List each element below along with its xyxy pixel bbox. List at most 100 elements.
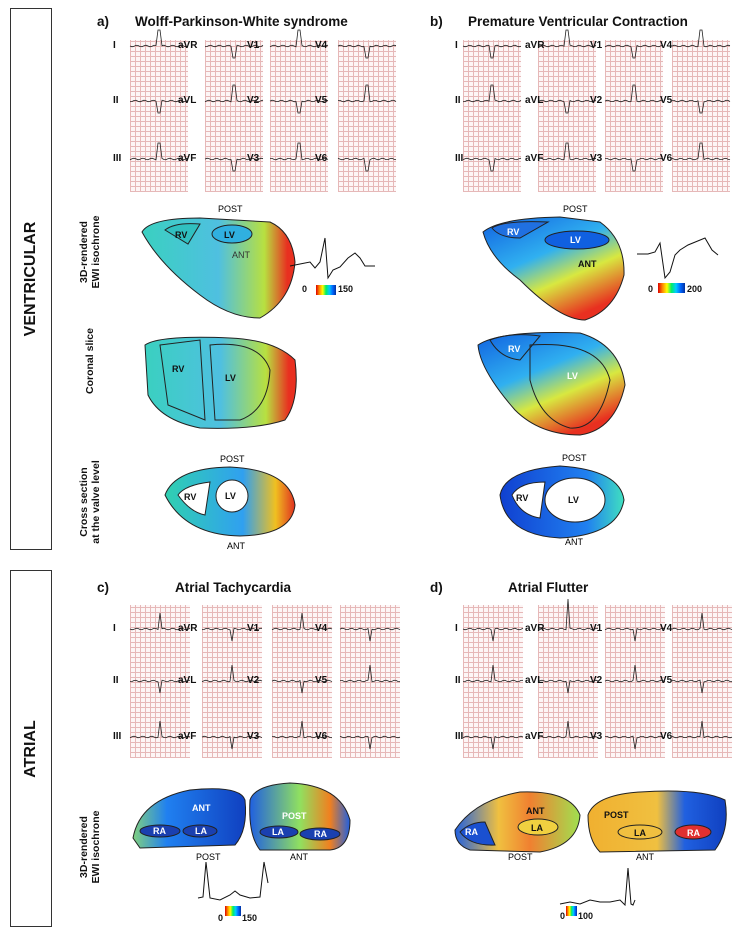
ecg-trace-V3 [605, 735, 666, 750]
lv-label: LV [570, 235, 581, 245]
ecg-trace-aVL [201, 664, 263, 683]
panel-a-reference-waveform [289, 237, 375, 280]
ecg-trace-V5 [672, 99, 731, 114]
panel-b-coronal-slice: RV LV [477, 332, 626, 436]
panel-c-ecg-traces-1 [129, 612, 191, 739]
ecg-trace-I [462, 627, 524, 642]
lead-label-aVR: aVR [178, 623, 198, 634]
lead-label-aVL: aVL [525, 95, 544, 106]
lead-label-aVR: aVR [525, 623, 545, 634]
colorbar-a [316, 285, 336, 295]
ant-label: ANT [227, 541, 246, 551]
ecg-trace-aVR [201, 627, 263, 642]
ecg-trace-V6 [339, 735, 401, 750]
lead-label-V3: V3 [247, 731, 260, 742]
ra-label: RA [314, 829, 327, 839]
atrial-section-box: ATRIAL [10, 570, 52, 927]
lead-label-V5: V5 [315, 95, 328, 106]
lead-label-V4: V4 [660, 40, 673, 51]
lead-label-V3: V3 [247, 153, 260, 164]
lead-label-III: III [113, 153, 122, 164]
lead-label-V1: V1 [590, 40, 603, 51]
lead-label-aVF: aVF [178, 731, 197, 742]
ecg-trace-aVR [204, 44, 264, 59]
lead-label-V3: V3 [590, 731, 603, 742]
panel-b-3d-isochrone: RV LV ANT [482, 216, 625, 321]
ecg-trace-II [462, 84, 522, 103]
ecg-trace-aVL [537, 99, 597, 114]
post-label: POST [196, 852, 221, 862]
panel-a-3d-isochrone: RV LV ANT [141, 217, 296, 319]
panel-b-ecg-traces-1 [462, 44, 522, 172]
lead-label-aVL: aVL [525, 675, 544, 686]
ant-label: ANT [565, 537, 584, 547]
ecg-trace-I [462, 44, 522, 59]
lead-label-V1: V1 [590, 623, 603, 634]
lead-label-V6: V6 [660, 731, 673, 742]
la-label: LA [531, 823, 543, 833]
ecg-trace-aVL [537, 679, 599, 694]
ant-label: ANT [290, 852, 309, 862]
lv-label: LV [225, 373, 236, 383]
post-label: POST [220, 454, 245, 464]
panel-b-ecg-traces-4 [671, 29, 731, 161]
panel-a-ecg-traces-4 [337, 44, 397, 172]
panel-a-ecg-traces-3 [269, 29, 329, 161]
ant-label: ANT [192, 803, 211, 813]
lead-label-V6: V6 [315, 731, 328, 742]
panel-b-reference-waveform [637, 237, 719, 280]
lead-label-V3: V3 [590, 153, 603, 164]
ecg-trace-V3 [272, 720, 333, 739]
ecg-trace-V5 [338, 84, 397, 103]
panel-a-ecg-column-3 [270, 40, 328, 192]
panel-d-atria-view2: POST LA RA [587, 790, 727, 853]
lv-label: LV [225, 491, 236, 501]
lead-label-V1: V1 [247, 623, 260, 634]
lead-label-aVL: aVL [178, 95, 197, 106]
rv-label: RV [175, 230, 187, 240]
lv-label: LV [568, 495, 579, 505]
lead-label-aVL: aVL [178, 675, 197, 686]
ecg-trace-aVF [201, 735, 263, 750]
ecg-trace-aVF [204, 157, 264, 172]
post-label: POST [218, 204, 243, 214]
la-label: LA [195, 826, 207, 836]
panel-c-ecg-traces-3 [271, 612, 333, 739]
post-label: POST [282, 811, 307, 821]
colorbar-b-min: 0 [648, 284, 654, 294]
lead-label-aVF: aVF [525, 153, 544, 164]
panel-d-ecg-traces-1 [462, 627, 524, 750]
ecg-trace-II [129, 99, 189, 114]
lead-label-V4: V4 [315, 623, 328, 634]
lead-label-I: I [455, 40, 458, 51]
lead-label-II: II [455, 675, 461, 686]
ecg-trace-V3 [270, 142, 329, 161]
panel-a-ecg-traces-1 [129, 29, 189, 161]
lead-label-III: III [455, 731, 464, 742]
ecg-trace-V1 [604, 627, 666, 642]
lead-label-I: I [113, 40, 116, 51]
ecg-trace-III [129, 720, 191, 739]
colorbar-a-min: 0 [302, 284, 308, 294]
lead-label-V2: V2 [590, 95, 603, 106]
lead-label-aVF: aVF [525, 731, 544, 742]
panel-c-atria-view2: POST LA RA [249, 782, 351, 851]
ecg-trace-V1 [271, 612, 333, 631]
panel-c-title: c) Atrial Tachycardia [97, 580, 292, 595]
ecg-trace-V6 [671, 720, 733, 739]
colorbar-c-max: 150 [242, 913, 258, 923]
ecg-trace-V6 [337, 157, 397, 172]
lead-label-V2: V2 [247, 95, 260, 106]
panel-d-title: d) Atrial Flutter [430, 580, 589, 595]
ecg-trace-V1 [604, 44, 664, 59]
ecg-trace-aVF [537, 720, 599, 739]
ecg-trace-V2 [269, 99, 329, 114]
panel-c-ecg-traces-4 [339, 627, 401, 750]
lead-label-V2: V2 [590, 675, 603, 686]
lead-label-II: II [113, 95, 119, 106]
ecg-trace-aVR [537, 598, 599, 631]
ecg-trace-III [462, 157, 522, 172]
lead-label-V4: V4 [315, 40, 328, 51]
panel-d-ecg-traces-3 [604, 627, 666, 750]
